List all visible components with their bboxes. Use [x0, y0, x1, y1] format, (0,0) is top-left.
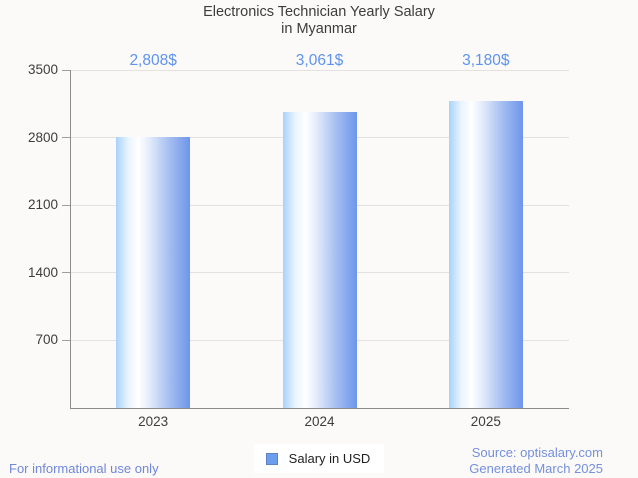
y-tick-mark-1400: [62, 272, 70, 274]
y-tick-label-700: 700: [35, 332, 58, 348]
y-axis: [70, 70, 71, 408]
source-attribution: Source: optisalary.com Generated March 2…: [469, 445, 603, 476]
y-tick-mark-700: [62, 339, 70, 341]
chart-title-line2: in Myanmar: [281, 21, 357, 37]
x-axis: [70, 408, 569, 409]
y-tick-mark-2800: [62, 137, 70, 139]
y-tick-mark-2100: [62, 204, 70, 206]
x-tick-label-2024: 2024: [304, 414, 335, 429]
legend-label: Salary in USD: [288, 451, 371, 466]
generated-text: Generated March 2025: [469, 460, 603, 476]
legend-marker-square-icon: [265, 452, 278, 465]
bar-2025: [448, 100, 523, 408]
source-text: Source: optisalary.com: [471, 445, 603, 460]
x-tick-label-2023: 2023: [138, 414, 169, 429]
gridline-3500: [70, 69, 569, 71]
bar-2024: [282, 112, 357, 408]
value-label-2023: 2,808$: [129, 52, 177, 69]
legend-box: Salary in USD: [253, 444, 385, 473]
value-label-2024: 3,061$: [295, 52, 344, 69]
x-tick-label-2025: 2025: [470, 414, 501, 429]
y-tick-label-2100: 2100: [27, 197, 58, 213]
y-tick-mark-3500: [62, 69, 70, 71]
chart-title-line1: Electronics Technician Yearly Salary: [203, 4, 435, 20]
y-tick-label-3500: 3500: [27, 62, 58, 77]
bar-2023: [116, 136, 191, 408]
y-tick-label-1400: 1400: [27, 264, 58, 280]
disclaimer-text: For informational use only: [9, 461, 159, 476]
value-label-2025: 3,180$: [462, 52, 510, 69]
y-tick-label-2800: 2800: [27, 129, 58, 145]
legend: Salary in USD: [0, 444, 638, 473]
chart-title: Electronics Technician Yearly Salary in …: [0, 4, 638, 38]
